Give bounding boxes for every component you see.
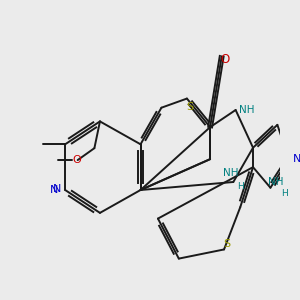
Text: S: S (186, 103, 193, 112)
Text: O: O (220, 53, 229, 66)
Text: H: H (281, 189, 288, 198)
Text: N: N (293, 154, 300, 164)
Text: S: S (223, 238, 230, 248)
Text: O: O (72, 155, 81, 165)
Text: N: N (52, 184, 61, 194)
Text: NH: NH (239, 105, 254, 115)
Text: NH: NH (223, 168, 238, 178)
Text: NH: NH (268, 177, 284, 187)
Text: N: N (50, 185, 58, 195)
Text: H: H (237, 182, 244, 191)
